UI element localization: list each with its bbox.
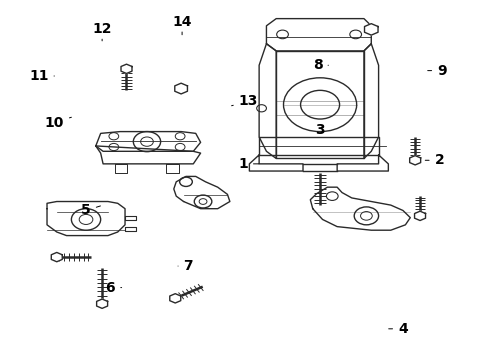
Polygon shape bbox=[169, 294, 181, 303]
Polygon shape bbox=[364, 24, 377, 35]
Text: 6: 6 bbox=[105, 280, 122, 294]
Text: 2: 2 bbox=[425, 153, 444, 167]
Polygon shape bbox=[51, 252, 62, 262]
Text: 14: 14 bbox=[172, 15, 191, 35]
Polygon shape bbox=[121, 64, 132, 73]
Text: 7: 7 bbox=[178, 259, 193, 273]
Text: 1: 1 bbox=[238, 157, 258, 171]
Polygon shape bbox=[174, 83, 187, 94]
Text: 9: 9 bbox=[427, 64, 446, 78]
Polygon shape bbox=[409, 156, 420, 165]
Text: 11: 11 bbox=[29, 69, 54, 83]
Text: 12: 12 bbox=[92, 22, 112, 41]
Text: 3: 3 bbox=[315, 123, 324, 137]
Text: 10: 10 bbox=[44, 116, 71, 130]
Polygon shape bbox=[414, 211, 425, 221]
Text: 4: 4 bbox=[388, 322, 407, 336]
Polygon shape bbox=[97, 299, 107, 309]
Text: 8: 8 bbox=[312, 58, 328, 72]
Text: 5: 5 bbox=[81, 203, 100, 217]
Text: 13: 13 bbox=[231, 94, 258, 108]
